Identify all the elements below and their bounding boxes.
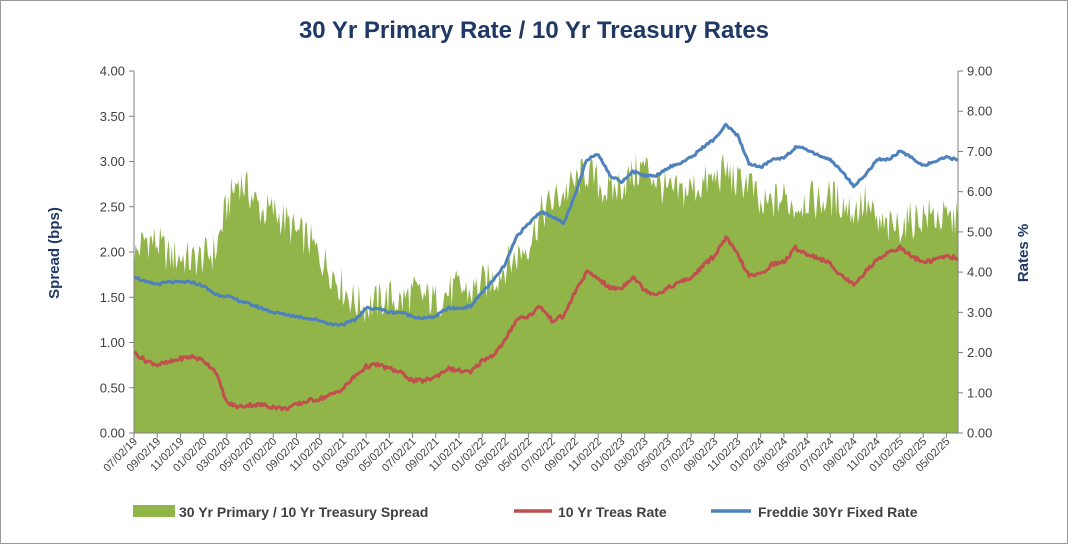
- y-right-tick-label: 0.00: [967, 426, 992, 441]
- y-left-tick-label: 2.50: [100, 199, 125, 214]
- y-right-tick-label: 1.00: [967, 385, 992, 400]
- legend-swatch-spread: [133, 505, 175, 517]
- y-axis-right-title: Rates %: [1015, 224, 1032, 282]
- y-right-tick-label: 7.00: [967, 144, 992, 159]
- legend-label-spread: 30 Yr Primary / 10 Yr Treasury Spread: [179, 504, 428, 520]
- y-left-tick-label: 1.00: [100, 335, 125, 350]
- series-line-freddie-30yr: [133, 122, 959, 327]
- y-right-tick-label: 6.00: [967, 184, 992, 199]
- plot-area: [132, 122, 960, 434]
- legend: 30 Yr Primary / 10 Yr Treasury Spread 10…: [133, 504, 918, 520]
- legend-label-10yr: 10 Yr Treas Rate: [558, 504, 667, 520]
- series-line-10yr-treasury: [132, 235, 960, 412]
- y-right-tick-label: 2.00: [967, 345, 992, 360]
- y-left-tick-label: 0.50: [100, 380, 125, 395]
- y-right-tick-label: 5.00: [967, 224, 992, 239]
- y-right-tick-label: 3.00: [967, 305, 992, 320]
- y-right-tick-label: 9.00: [967, 64, 992, 79]
- y-left-tick-label: 3.00: [100, 154, 125, 169]
- y-left-tick-label: 3.50: [100, 109, 125, 124]
- y-left-tick-label: 1.50: [100, 290, 125, 305]
- y-right-tick-label: 4.00: [967, 265, 992, 280]
- y-right-tick-label: 8.00: [967, 104, 992, 119]
- y-left-tick-label: 0.00: [100, 426, 125, 441]
- y-left-tick-label: 2.00: [100, 245, 125, 260]
- chart-title: 30 Yr Primary Rate / 10 Yr Treasury Rate…: [299, 17, 769, 44]
- legend-label-freddie: Freddie 30Yr Fixed Rate: [758, 504, 918, 520]
- y-left-tick-label: 4.00: [100, 64, 125, 79]
- series-area-spread: [134, 153, 958, 434]
- y-axis-left-title: Spread (bps): [46, 207, 63, 299]
